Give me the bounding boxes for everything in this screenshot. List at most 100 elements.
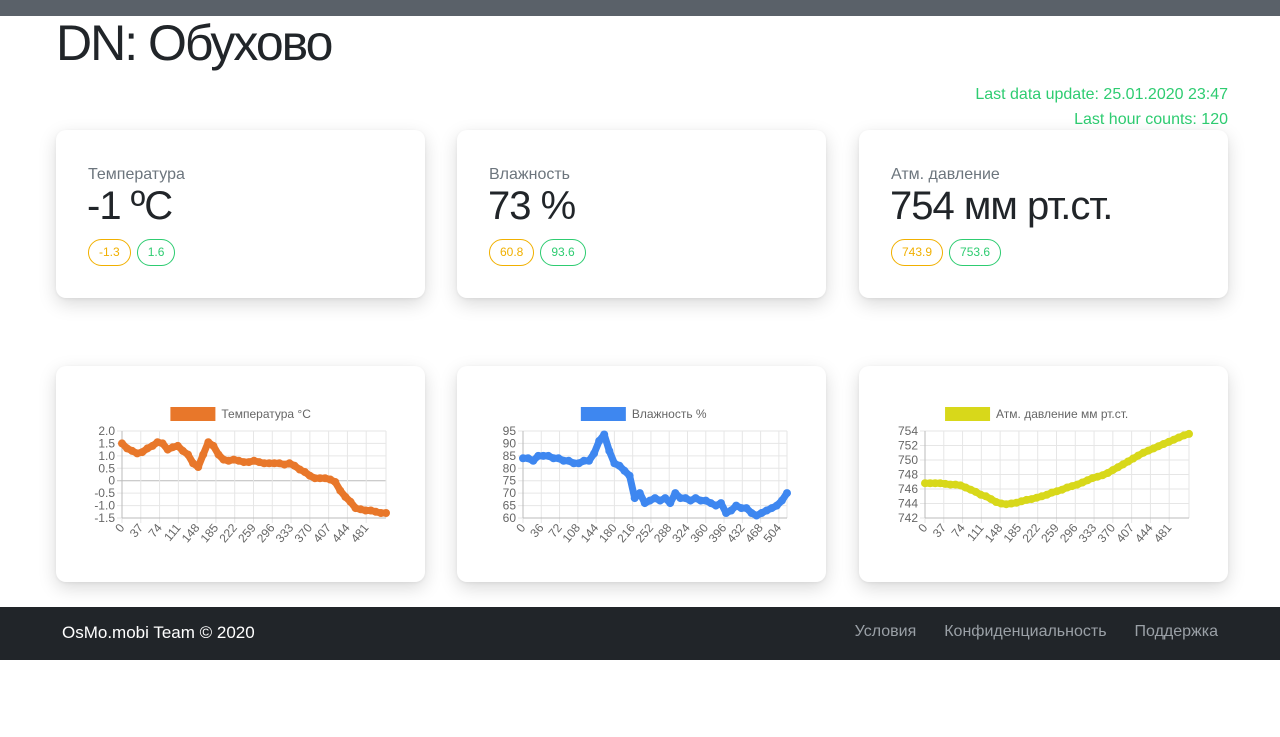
support-link[interactable]: Поддержка — [1134, 623, 1218, 640]
data-point[interactable] — [590, 449, 599, 458]
x-tick-label: 481 — [348, 521, 372, 546]
data-point[interactable] — [671, 489, 680, 498]
data-point[interactable] — [184, 450, 192, 459]
x-tick-label: 0 — [915, 521, 930, 535]
data-point[interactable] — [194, 463, 203, 471]
x-tick-label: 0 — [112, 521, 127, 535]
data-point[interactable] — [585, 456, 593, 465]
x-tick-label: 222 — [216, 521, 240, 546]
humidity-chart-card: Влажность % 95 90 85 80 75 70 65 60 0 36 72 108 144 18… — [457, 366, 826, 582]
y-tick-label: 90 — [503, 436, 517, 450]
data-point[interactable] — [595, 436, 604, 445]
page-title: DN: Обухово — [56, 15, 333, 71]
y-tick-label: 746 — [898, 482, 918, 496]
data-point[interactable] — [199, 450, 208, 459]
stat-value: 754 мм рт.ст. — [890, 184, 1113, 228]
min-badge: 743.9 — [891, 239, 944, 266]
x-tick-label: 36 — [527, 521, 547, 540]
y-tick-label: -0.5 — [94, 486, 115, 500]
data-point[interactable] — [600, 430, 609, 439]
terms-link[interactable]: Условия — [854, 623, 917, 640]
x-tick-label: 333 — [1076, 521, 1100, 546]
x-tick-label: 259 — [235, 521, 259, 546]
y-tick-label: 80 — [503, 461, 517, 475]
x-tick-label: 444 — [329, 521, 353, 546]
series-line — [118, 438, 390, 517]
data-point[interactable] — [118, 439, 126, 448]
x-tick-label: 37 — [930, 521, 950, 540]
humidity-card: Влажность 73 % 60.8 93.6 — [457, 130, 826, 298]
data-point[interactable] — [777, 496, 786, 505]
data-point[interactable] — [783, 489, 791, 498]
data-point[interactable] — [382, 509, 390, 517]
humidity-chart: Влажность %95908580757065600367210814418… — [503, 407, 791, 546]
pressure-chart-card: Атм. давление мм рт.ст. 754 752 750 748 746 74… — [859, 366, 1228, 582]
x-tick-label: 111 — [161, 521, 184, 544]
y-tick-label: 754 — [898, 424, 918, 438]
data-point[interactable] — [336, 486, 345, 495]
data-point[interactable] — [346, 497, 355, 506]
temperature-chart: Температура °C2.01.51.00.50-0.5-1.0-1.50… — [94, 407, 390, 546]
max-badge: 93.6 — [540, 239, 586, 266]
x-tick-label: 370 — [292, 521, 316, 546]
x-tick-label: 185 — [198, 521, 222, 546]
x-tick-label: 504 — [761, 521, 785, 546]
privacy-link[interactable]: Конфиденциальность — [944, 623, 1107, 640]
x-tick-label: 407 — [1113, 521, 1137, 546]
data-point[interactable] — [173, 441, 182, 450]
y-tick-label: 95 — [503, 424, 517, 438]
y-tick-label: 752 — [898, 439, 918, 453]
y-tick-label: 742 — [898, 511, 918, 525]
y-tick-label: 60 — [503, 511, 517, 525]
top-bar — [0, 0, 1280, 16]
stat-label: Температура — [88, 166, 185, 183]
data-point[interactable] — [331, 478, 340, 486]
x-tick-label: 481 — [1151, 521, 1175, 546]
copyright: OsMo.mobi Team © 2020 — [62, 623, 255, 642]
data-point[interactable] — [615, 461, 624, 470]
x-tick-label: 370 — [1095, 521, 1119, 546]
data-point[interactable] — [620, 466, 629, 475]
data-point[interactable] — [1185, 429, 1193, 438]
legend-swatch[interactable] — [580, 407, 626, 421]
legend-swatch[interactable] — [170, 407, 216, 421]
y-tick-label: 0.5 — [98, 461, 115, 475]
footer: OsMo.mobi Team © 2020 Условия Конфиденци… — [0, 607, 1280, 660]
data-point[interactable] — [661, 494, 670, 503]
data-point[interactable] — [772, 501, 781, 510]
footer-links: Условия Конфиденциальность Поддержка — [855, 623, 1218, 641]
x-tick-label: 222 — [1019, 521, 1043, 546]
x-tick-label: 296 — [1057, 521, 1081, 546]
data-point[interactable] — [209, 441, 218, 450]
x-tick-label: 444 — [1132, 521, 1156, 546]
data-point[interactable] — [630, 494, 639, 503]
max-badge: 753.6 — [949, 239, 1002, 266]
x-tick-label: 0 — [513, 521, 528, 535]
data-point[interactable] — [214, 450, 223, 459]
y-tick-label: 75 — [503, 474, 517, 488]
x-tick-label: 148 — [179, 521, 203, 546]
temperature-chart-card: Температура °C 2.0 1.5 1.0 0.5 0 -0.5 -1.0 -1.5 0… — [56, 366, 425, 582]
data-point[interactable] — [727, 506, 736, 515]
pressure-chart: Атм. давление мм рт.ст.75475275074874674… — [898, 407, 1193, 546]
min-badge: 60.8 — [489, 239, 535, 266]
x-tick-label: 37 — [127, 521, 147, 540]
x-tick-label: 74 — [146, 521, 166, 540]
data-point[interactable] — [635, 489, 644, 498]
data-point[interactable] — [717, 499, 725, 508]
x-tick-label: 333 — [273, 521, 297, 546]
data-point[interactable] — [605, 446, 614, 455]
y-tick-label: 70 — [503, 486, 517, 500]
data-point[interactable] — [529, 456, 538, 465]
stat-label: Атм. давление — [891, 166, 1000, 183]
data-point[interactable] — [158, 439, 167, 448]
data-point[interactable] — [666, 499, 675, 508]
x-tick-label: 185 — [1001, 521, 1025, 546]
y-tick-label: 1.5 — [98, 436, 115, 450]
data-point[interactable] — [742, 504, 751, 513]
legend-label: Влажность % — [632, 407, 707, 421]
data-point[interactable] — [625, 471, 634, 480]
data-point[interactable] — [341, 492, 350, 501]
update-info: Last data update: 25.01.2020 23:47 Last … — [975, 82, 1228, 132]
legend-swatch[interactable] — [945, 407, 991, 421]
